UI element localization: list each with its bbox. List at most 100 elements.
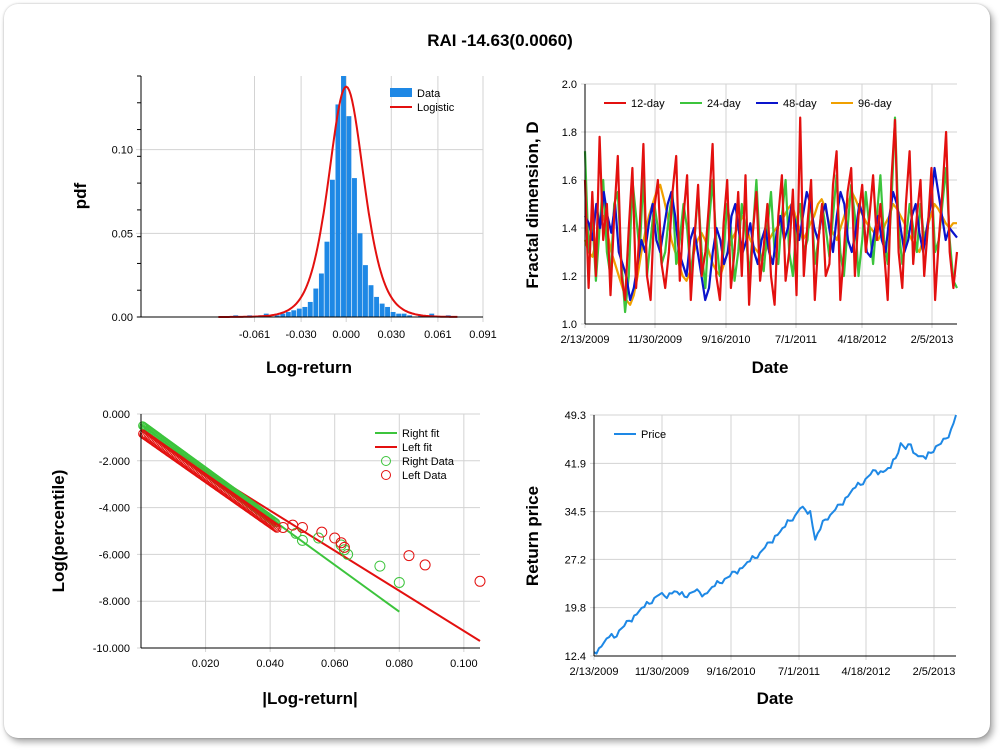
pdf-histogram-bar [329, 179, 335, 317]
pdf-histogram-bar [280, 313, 286, 317]
pdf-x-tick-label: 0.030 [378, 329, 406, 341]
pdf-histogram-bar [313, 288, 319, 317]
pdf-x-axis-label: Log-return [266, 358, 352, 377]
pdf-histogram-bar [357, 233, 363, 317]
pdf-y-tick-label: 0.10 [112, 145, 133, 157]
chart-frame [4, 4, 990, 738]
tail-left-data-point [338, 541, 350, 553]
pdf-histogram-bar [285, 311, 291, 317]
pdf-x-tick-label: -0.030 [285, 329, 316, 341]
price-legend-label: Price [641, 429, 666, 441]
price-x-tick-label: 7/1/2011 [778, 666, 820, 678]
fractal-y-axis-label: Fractal dimension, D [523, 121, 542, 288]
tail-left-data-point [419, 559, 431, 571]
fractal-legend-label: 96-day [858, 98, 892, 110]
tail-right-data-point [296, 534, 308, 546]
tail-y-axis-label: Log(percentile) [49, 470, 68, 593]
price-series-line [593, 414, 957, 655]
price-y-tick-label: 34.5 [565, 507, 586, 519]
tail-y-tick-label: -2.000 [99, 456, 130, 468]
fractal-x-tick-label: 9/16/2010 [702, 334, 751, 346]
tail-legend-label: Right Data [402, 456, 455, 468]
tail-x-tick-label: 0.020 [192, 658, 220, 670]
tail-y-tick-label: 0.000 [102, 409, 130, 421]
tail-legend-label: Right fit [402, 428, 439, 440]
price-x-tick-label: 2/13/2009 [570, 666, 619, 678]
pdf-histogram-bar [362, 265, 368, 317]
fractal-legend-label: 12-day [631, 98, 665, 110]
fractal-x-tick-label: 2/13/2009 [561, 334, 610, 346]
price-y-axis-label: Return price [523, 486, 542, 586]
pdf-x-tick-label: -0.061 [239, 329, 270, 341]
pdf-histogram-bar [396, 313, 402, 317]
price-x-tick-label: 9/16/2010 [707, 666, 756, 678]
tail-legend-label: Left fit [402, 442, 432, 454]
pdf-histogram-bar [291, 310, 297, 317]
fractal-y-tick-label: 1.6 [562, 175, 577, 187]
tail-x-axis-label: |Log-return| [262, 689, 357, 708]
fractal-x-tick-label: 7/1/2011 [775, 334, 817, 346]
pdf-histogram-bar [274, 315, 280, 317]
pdf-histogram-bar [307, 301, 313, 317]
fractal-x-tick-label: 11/30/2009 [628, 334, 682, 346]
tail-y-tick-label: -4.000 [99, 503, 130, 515]
pdf-histogram-bar [368, 285, 374, 317]
pdf-x-tick-label: 0.091 [469, 329, 497, 341]
price-y-tick-label: 12.4 [565, 651, 586, 663]
pdf-histogram-bar [401, 313, 407, 317]
tail-left-data-point [271, 522, 281, 532]
tail-x-tick-label: 0.080 [386, 658, 414, 670]
pdf-logistic-curve [218, 85, 458, 318]
fractal-y-tick-label: 1.4 [562, 223, 577, 235]
tail-legend-swatch [381, 456, 391, 466]
fractal-series-line-12-day [583, 116, 959, 306]
tail-right-data-point [393, 576, 405, 588]
tail-left-data-point [474, 575, 486, 587]
tail-left-data-point [316, 526, 328, 538]
pdf-x-tick-label: 0.000 [332, 329, 360, 341]
pdf-y-axis-label: pdf [71, 182, 90, 209]
pdf-y-tick-label: 0.05 [112, 228, 133, 240]
tail-legend-swatch [381, 470, 391, 480]
pdf-histogram-bar [390, 311, 396, 317]
tail-left-data-point [272, 523, 282, 533]
fractal-y-tick-label: 1.8 [562, 127, 577, 139]
price-x-tick-label: 4/18/2012 [842, 666, 891, 678]
pdf-legend-label: Logistic [417, 102, 455, 114]
fractal-legend-label: 24-day [707, 98, 741, 110]
pdf-y-tick-label: 0.00 [112, 312, 133, 324]
pdf-x-tick-label: 0.061 [424, 329, 452, 341]
pdf-histogram-bar [318, 273, 324, 317]
pdf-histogram-bar [352, 178, 357, 317]
price-y-tick-label: 27.2 [565, 554, 586, 566]
tail-left-data-point [296, 521, 308, 533]
tail-right-data-point [374, 560, 386, 572]
pdf-histogram-bar [296, 308, 302, 317]
pdf-histogram-bar [324, 241, 330, 317]
fractal-x-axis-label: Date [752, 358, 789, 377]
tail-right-data-point [313, 532, 325, 544]
tail-legend-label: Left Data [402, 470, 448, 482]
price-y-tick-label: 41.9 [565, 458, 586, 470]
price-x-tick-label: 11/30/2009 [635, 666, 689, 678]
tail-right-data-point [342, 548, 354, 560]
tail-x-tick-label: 0.100 [450, 658, 478, 670]
fractal-y-tick-label: 2.0 [562, 79, 577, 91]
tail-y-tick-label: -8.000 [99, 596, 130, 608]
fractal-y-tick-label: 1.2 [562, 271, 577, 283]
pdf-histogram-bar [385, 306, 390, 317]
pdf-histogram-bar [346, 116, 352, 318]
tail-x-tick-label: 0.040 [256, 658, 284, 670]
pdf-legend-label: Data [417, 88, 441, 100]
pdf-histogram-bar [374, 296, 380, 317]
pdf-histogram-bar [341, 76, 346, 317]
price-x-axis-label: Date [757, 689, 794, 708]
chart-title: RAI -14.63(0.0060) [427, 31, 573, 50]
pdf-histogram-bar [407, 315, 413, 317]
pdf-legend-swatch [390, 88, 412, 97]
pdf-histogram-bar [302, 306, 308, 317]
fractal-x-tick-label: 2/5/2013 [911, 334, 954, 346]
price-y-tick-label: 19.8 [565, 603, 586, 615]
price-y-tick-label: 49.3 [565, 410, 586, 422]
